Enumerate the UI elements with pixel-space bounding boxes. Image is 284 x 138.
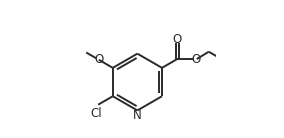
Text: O: O [94, 53, 103, 66]
Text: Cl: Cl [90, 107, 102, 120]
Text: O: O [173, 33, 182, 46]
Text: O: O [191, 53, 201, 66]
Text: N: N [133, 109, 142, 122]
